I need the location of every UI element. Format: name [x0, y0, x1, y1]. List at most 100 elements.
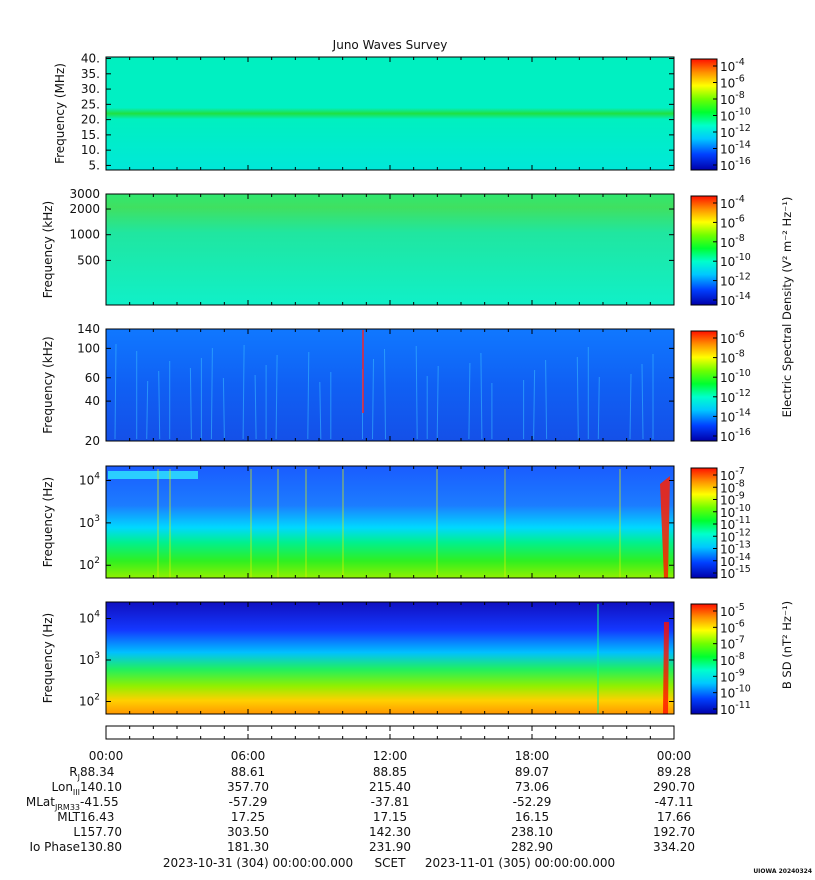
y-axis-label: Frequency (kHz): [41, 201, 55, 298]
y-axis-label: Frequency (MHz): [53, 63, 67, 164]
spectrogram-panel-1: 5.10.15.20. 25.30.35.40. Frequency (MHz) 10…: [53, 52, 751, 173]
spectrogram-fill: [106, 57, 674, 170]
spectrogram-fill: [106, 329, 674, 441]
emission-streak: [210, 347, 213, 440]
y-tick-label: 15.: [81, 128, 100, 142]
colorbar-gradient: [690, 330, 718, 442]
emission-streak: [319, 381, 322, 440]
colorbar-tick-label: 10-16: [720, 427, 751, 444]
emission-streak: [629, 373, 632, 440]
emission-streak: [480, 352, 483, 440]
ephemeris-value: -52.29: [513, 795, 552, 809]
y-axis-label: Frequency (kHz): [41, 336, 55, 433]
colorbar-label-electric-text: Electric Spectral Density (V² m⁻² Hz⁻¹): [780, 197, 794, 418]
ephemeris-value: 16.15: [515, 810, 549, 824]
burst-feature: [660, 476, 670, 578]
colorbar-gradient: [690, 603, 718, 715]
colorbar-tick-label: 10-8: [720, 90, 745, 107]
ephemeris-value: 73.06: [515, 780, 549, 794]
colorbar-tick-label: 10-15: [720, 564, 751, 581]
y-tick-label: 1000: [69, 228, 100, 242]
figure-title: Juno Waves Survey: [332, 38, 448, 52]
ephemeris-value: -47.11: [655, 795, 694, 809]
ephemeris-row-label: RJ​: [69, 765, 80, 782]
colorbar-tick-label: 10-14: [720, 140, 751, 157]
footer-start-time: 2023-10-31 (304) 00:00:00.000: [163, 856, 353, 870]
ephemeris-value: 89.28: [657, 765, 691, 779]
time-label: 00:00: [657, 749, 692, 763]
y-tick-label: 140: [77, 322, 100, 336]
hf-emission-band: [108, 471, 198, 479]
emission-streak: [158, 370, 161, 440]
ephemeris-value: 238.10: [511, 825, 553, 839]
colorbar-tick-label: 10-8: [720, 233, 745, 250]
y-tick-label: 40: [85, 394, 100, 408]
emission-streak: [533, 369, 536, 440]
colorbar-tick-label: 10-6: [720, 213, 745, 230]
emission-streak: [545, 359, 548, 440]
emission-streak: [641, 363, 644, 440]
ephemeris-value: 357.70: [227, 780, 269, 794]
y-tick-label: 35.: [81, 67, 100, 81]
ephemeris-value: 17.66: [657, 810, 691, 824]
colorbar-4: 10-710-810-910-1010-1110-1210-1310-1410-…: [690, 466, 751, 581]
colorbar-tick-label: 10-4: [720, 57, 745, 74]
emission-streak: [307, 351, 310, 440]
time-label: 18:00: [515, 749, 550, 763]
y-axis-label: Frequency (Hz): [41, 477, 55, 568]
y-tick-label: 3000: [69, 187, 100, 201]
y-tick-label: 500: [77, 253, 100, 267]
time-label: 06:00: [231, 749, 266, 763]
emission-streak: [275, 354, 278, 440]
emission-streak: [189, 367, 192, 440]
colorbar-tick-label: 10-16: [720, 156, 751, 173]
emission-streak: [254, 374, 257, 440]
colorbar-tick-label: 10-9: [720, 667, 745, 684]
colorbar-3: 10-6 10-8 10-10 10-12 10-14 10-16: [690, 329, 751, 444]
ephemeris-value: 282.90: [511, 840, 553, 854]
time-label: 00:00: [89, 749, 124, 763]
colorbar-tick-label: 10-6: [720, 618, 745, 635]
footer: 2023-10-31 (304) 00:00:00.000 SCET 2023-…: [163, 856, 812, 875]
burst-feature: [663, 622, 669, 714]
colorbar-gradient: [690, 58, 718, 171]
footer-end-time: 2023-11-01 (305) 00:00:00.000: [425, 856, 615, 870]
y-tick-label: 103: [79, 514, 100, 530]
ephemeris-value: 303.50: [227, 825, 269, 839]
emission-streak: [372, 358, 374, 440]
colorbar-gradient: [690, 195, 718, 306]
ephemeris-value: 142.30: [369, 825, 411, 839]
footer-credit: UIOWA 20240324: [753, 868, 812, 875]
ephemeris-row-label: LonIII​: [52, 780, 81, 797]
emission-streak: [415, 345, 418, 440]
ephemeris-value: 88.85: [373, 765, 407, 779]
spectrogram-fill: [106, 194, 674, 305]
ephemeris-value: 157.70: [80, 825, 122, 839]
footer-scet: SCET: [375, 856, 407, 870]
spectrogram-panel-4: 102 103 104 Frequency (Hz) 10-710-810-910-10…: [41, 465, 751, 581]
y-tick-label: 5.: [89, 158, 100, 172]
emission-streak: [468, 362, 471, 440]
time-axis: [105, 725, 675, 740]
ephemeris-value: -41.55: [80, 795, 119, 809]
ephemeris-value: 215.40: [369, 780, 411, 794]
y-tick-label: 60: [85, 371, 100, 385]
colorbar-2: 10-4 10-6 10-8 10-10 10-12 10-14: [690, 194, 751, 308]
y-tick-label: 103: [79, 651, 100, 667]
emission-streak: [576, 356, 579, 440]
y-tick-label: 20: [85, 434, 100, 448]
colorbar-tick-label: 10-8: [720, 349, 745, 366]
colorbar-tick-label: 10-10: [720, 107, 751, 124]
colorbar-tick-label: 10-10: [720, 368, 751, 385]
ephemeris-value: 231.90: [369, 840, 411, 854]
emission-streak: [146, 380, 149, 440]
emission-streak: [384, 348, 386, 440]
ephemeris-value: 290.70: [653, 780, 695, 794]
y-axis-label: Frequency (Hz): [41, 613, 55, 704]
ephemeris-value: 17.15: [373, 810, 407, 824]
ephemeris-value: 130.80: [80, 840, 122, 854]
